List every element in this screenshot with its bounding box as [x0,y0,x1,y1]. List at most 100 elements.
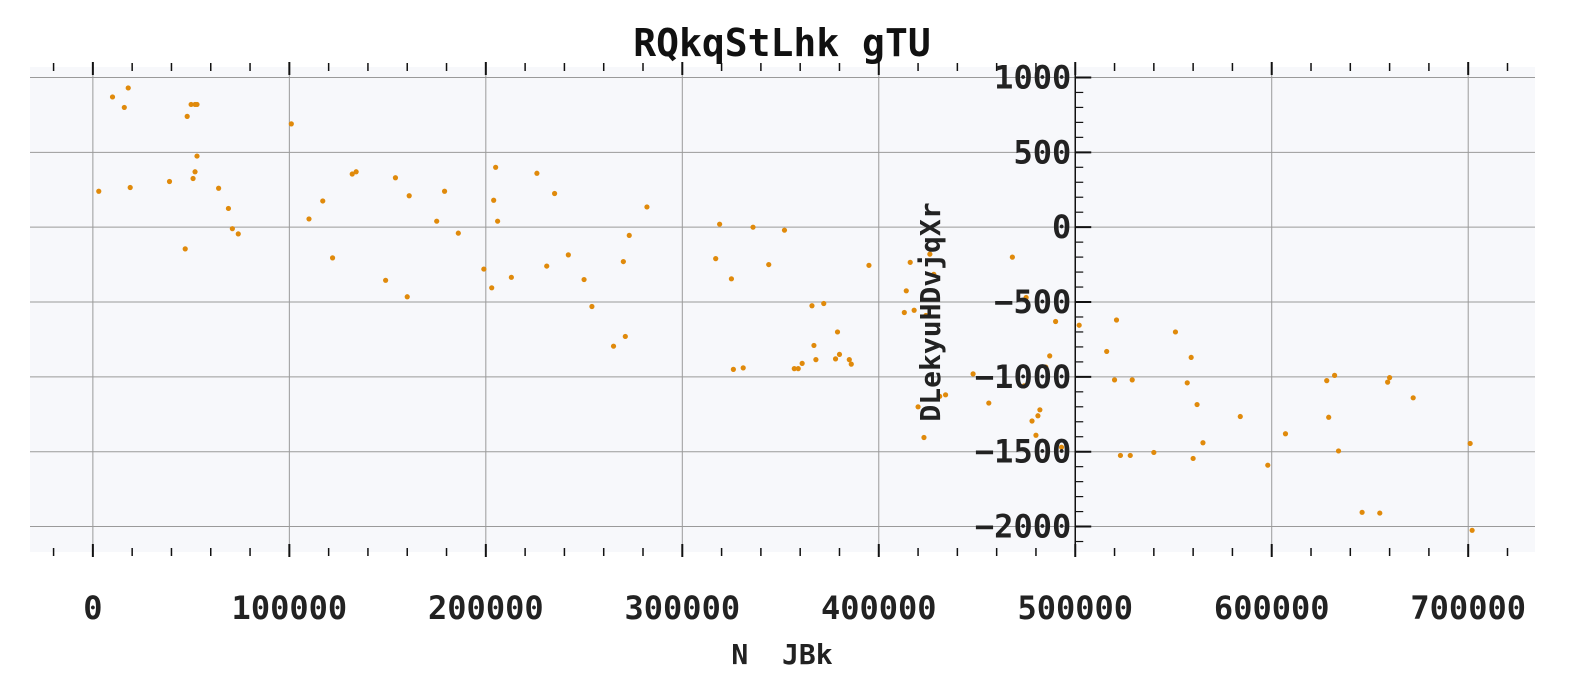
data-point [915,404,921,410]
data-point [799,360,805,366]
data-point [1111,377,1118,383]
data-point [1387,375,1393,381]
data-point [717,221,723,227]
data-point [1265,462,1271,468]
data-point [125,85,131,91]
x-tick-label: 300000 [625,589,741,627]
data-point [848,361,854,367]
data-point [809,303,815,309]
data-point [931,271,937,277]
data-point [1188,354,1194,361]
data-point [927,251,933,257]
data-point [1184,380,1190,386]
y-tick-label: 0 [1052,208,1071,246]
x-tick-label: 500000 [1017,589,1133,627]
data-point [495,218,501,224]
plot-area [30,67,1535,552]
data-point [901,309,907,316]
data-point [441,188,448,194]
data-point [622,333,628,340]
data-point [1469,527,1475,533]
data-point [728,276,735,282]
data-point [194,101,200,108]
data-point [813,357,819,363]
data-point [626,232,632,239]
data-point [832,356,839,362]
data-point [194,153,200,159]
data-point [866,262,872,268]
y-axis-label: DLekyuHDvjqXr [914,202,947,421]
data-point [1194,401,1200,408]
data-point [1326,414,1332,420]
data-point [182,246,188,252]
data-point [644,204,650,210]
data-point [766,261,772,268]
data-point [791,366,797,372]
data-point [1359,509,1365,515]
data-point [846,357,852,363]
x-tick-label: 100000 [232,589,348,627]
data-point [1410,395,1416,401]
data-point [1385,379,1391,385]
data-point [1047,353,1053,359]
data-point [923,312,929,319]
data-point [229,226,235,232]
data-point [620,258,626,265]
data-point [508,274,514,280]
data-point [834,329,841,335]
data-point [610,343,617,349]
data-point [1467,440,1473,447]
data-point [392,175,399,181]
data-point [1335,448,1342,454]
data-point [481,266,487,272]
x-tick-label: 0 [83,589,102,627]
data-point [190,175,196,182]
data-point [1023,294,1029,301]
data-point [911,307,917,313]
data-point [96,188,102,194]
x-tick-label: 200000 [428,589,544,627]
data-point [1324,378,1330,384]
data-point [836,351,843,358]
data-point [1117,452,1124,459]
data-point [329,255,336,261]
data-point [1129,377,1135,383]
x-tick-label: 400000 [821,589,937,627]
data-point [1113,317,1120,323]
data-point [166,178,173,185]
data-point [1331,372,1338,378]
data-points [96,85,1475,533]
data-point [121,104,127,111]
x-axis: 0 100000 200000 300000 400000 500000 600000 700… [52,62,1526,627]
data-point [811,342,817,349]
data-point [1127,452,1133,459]
data-point [320,198,326,204]
data-point [1058,444,1065,450]
y-tick-label: −2000 [975,508,1071,546]
data-point [970,371,976,377]
data-point [781,227,788,233]
data-point [455,230,461,236]
data-point [589,303,595,310]
data-point [127,184,133,191]
data-point [1151,449,1157,456]
data-point [1282,431,1289,437]
data-point [1172,329,1179,335]
y-axis: 1000 500 0 −500 −1000 −1500 −2000 [975,58,1092,547]
data-point [795,366,801,372]
y-tick-label: −500 [994,283,1071,321]
data-point [907,259,913,265]
x-tick-label: 600000 [1214,589,1330,627]
data-point [406,193,412,199]
data-point [713,256,719,262]
data-point [1237,413,1243,420]
data-point [1053,318,1059,325]
data-point [730,366,736,372]
data-point [1200,440,1206,446]
data-point [188,101,194,108]
data-point [1190,455,1196,462]
data-point [109,94,116,100]
data-point [383,277,389,283]
data-point [821,300,827,307]
